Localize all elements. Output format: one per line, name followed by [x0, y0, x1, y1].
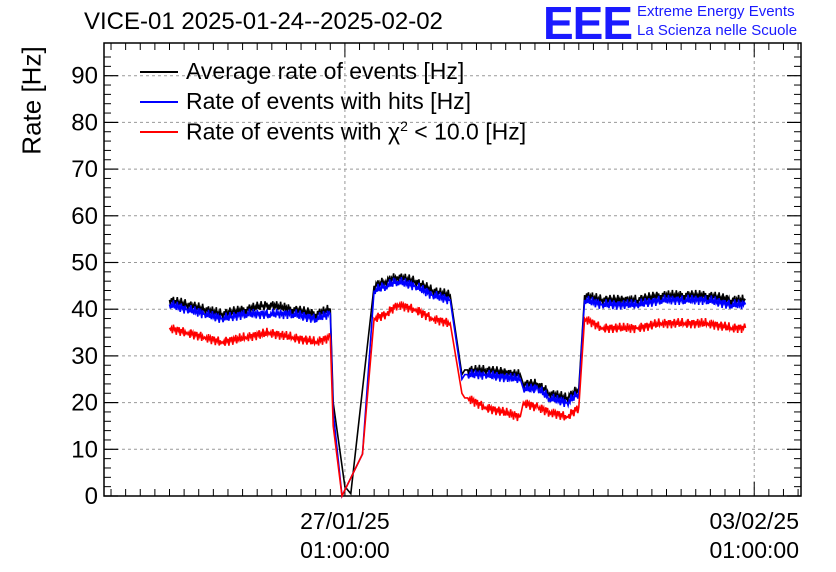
legend-label: Average rate of events [Hz] — [186, 58, 465, 84]
y-tick-label: 30 — [71, 343, 98, 370]
y-tick-label: 90 — [71, 63, 98, 90]
x-tick-label-date: 27/01/25 — [300, 508, 390, 534]
legend-label-suffix: < 10.0 [Hz] — [407, 118, 527, 145]
legend-label-sup: 2 — [400, 118, 408, 134]
legend-label-prefix: Rate of events with χ — [186, 118, 401, 145]
y-tick-label: 60 — [71, 203, 98, 230]
x-tick-label-date: 03/02/25 — [709, 508, 799, 534]
y-tick-label: 10 — [71, 436, 98, 463]
legend-label: Rate of events with hits [Hz] — [186, 88, 472, 114]
series-line-chi2 — [168, 300, 747, 499]
y-tick-label: 40 — [71, 296, 98, 323]
y-tick-label: 50 — [71, 249, 98, 276]
y-tick-label: 80 — [71, 109, 98, 136]
eee-logo: EEE — [543, 0, 633, 49]
legend-swatch-blue — [140, 101, 178, 103]
logo-subtitle: Extreme Energy Events La Scienza nelle S… — [637, 2, 797, 40]
series-line-average — [168, 273, 746, 496]
legend-swatch-black — [140, 71, 178, 73]
y-tick-label: 0 — [85, 483, 98, 510]
logo-line-1: Extreme Energy Events — [637, 3, 795, 20]
x-tick-label-time: 01:00:00 — [709, 537, 799, 563]
x-tick-label-time: 01:00:00 — [300, 537, 390, 563]
logo-line-2: La Scienza nelle Scuole — [637, 22, 798, 39]
legend-swatch-red — [140, 131, 178, 133]
chart-title: VICE-01 2025-01-24--2025-02-02 — [84, 8, 443, 35]
legend-label: Rate of events with χ2 < 10.0 [Hz] — [186, 118, 526, 146]
y-tick-label: 70 — [71, 156, 98, 183]
series-line-hits — [168, 277, 747, 499]
y-tick-label: 20 — [71, 390, 98, 417]
plot-frame — [103, 42, 802, 497]
